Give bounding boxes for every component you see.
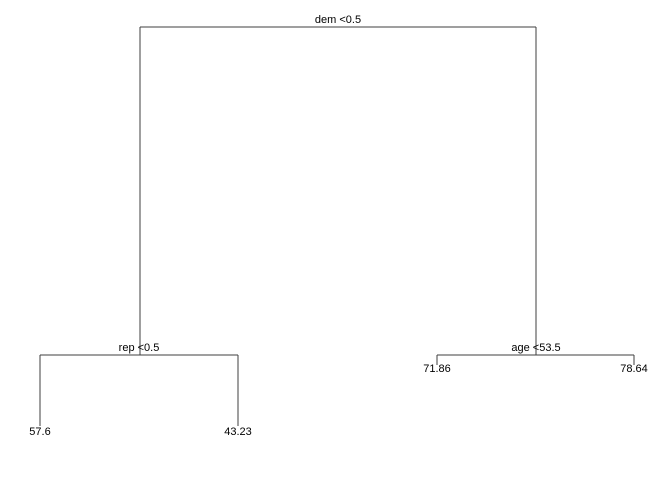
leaf-value-label: 71.86 — [423, 363, 451, 375]
root-split-label: dem <0.5 — [314, 14, 362, 26]
leaf-value-label: 43.23 — [224, 426, 252, 438]
left-split-label: rep <0.5 — [118, 342, 160, 354]
right-split-label: age <53.5 — [511, 342, 561, 354]
leaf-value-label: 57.6 — [29, 426, 51, 438]
leaf-value-label: 78.64 — [620, 363, 648, 375]
